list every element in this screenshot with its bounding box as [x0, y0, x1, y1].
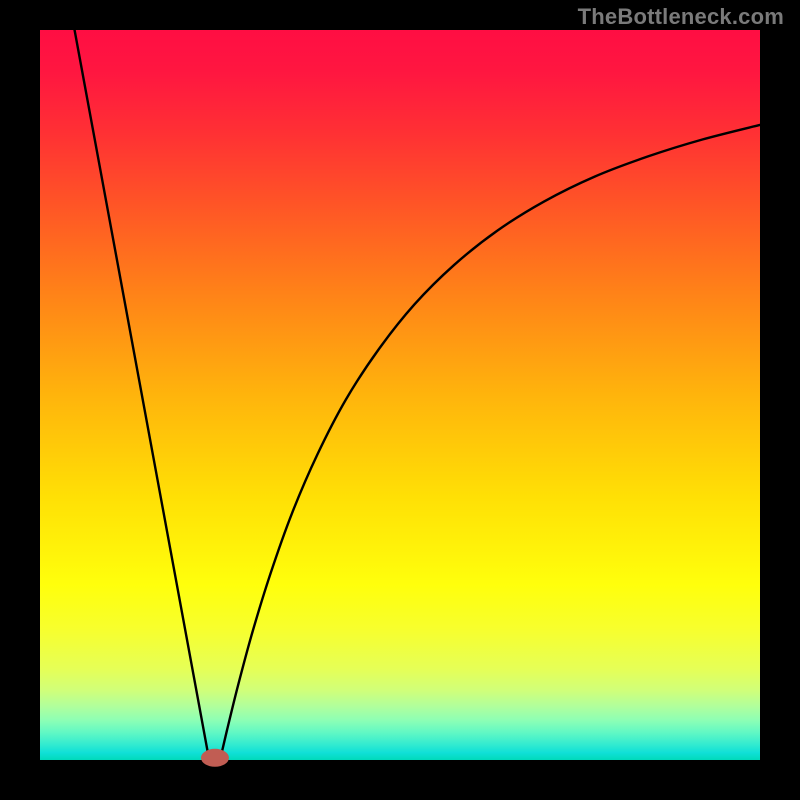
optimum-marker — [201, 749, 229, 767]
chart-container: TheBottleneck.com — [0, 0, 800, 800]
watermark-text: TheBottleneck.com — [578, 4, 784, 30]
chart-gradient-bg — [40, 30, 760, 760]
bottleneck-chart — [0, 0, 800, 800]
